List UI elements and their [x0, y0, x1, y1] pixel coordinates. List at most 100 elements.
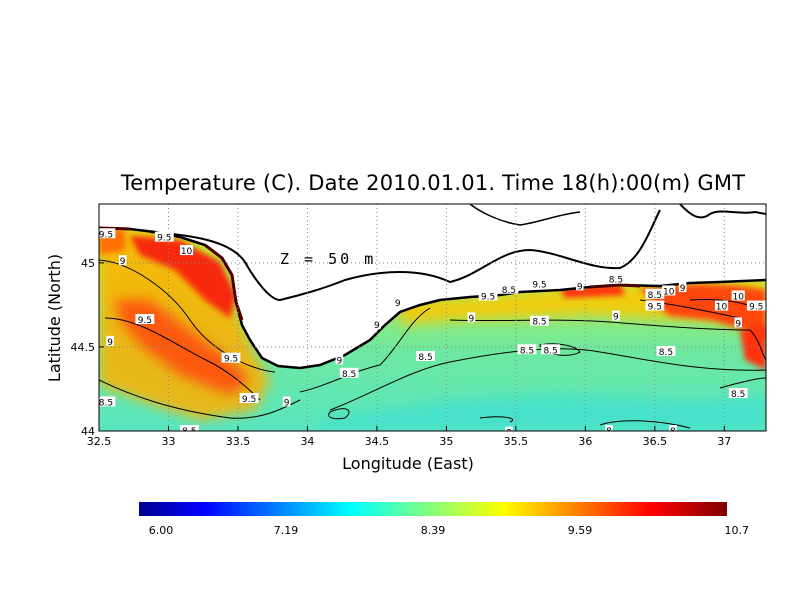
plot-frame — [98, 203, 767, 432]
y-axis-label: Latitude (North) — [45, 254, 64, 382]
contour-label-text: 9.5 — [242, 395, 256, 405]
contour-label-text: 9 — [284, 398, 290, 408]
contour-label-text: 10 — [716, 303, 728, 313]
contour-label-bg — [135, 314, 155, 325]
hot-core-northwest — [130, 236, 236, 318]
x-tick-label: 33 — [161, 435, 175, 448]
contour-9-west — [99, 259, 276, 373]
contour-label-text: 9 — [374, 321, 380, 331]
contour-label-bg — [728, 388, 748, 399]
contour-label-text: 9.5 — [157, 234, 171, 244]
x-tick-label: 35 — [439, 435, 453, 448]
contour-label-bg — [106, 335, 114, 346]
contour-label-text: 8.5 — [182, 427, 196, 437]
contour-label: 9.5 — [99, 228, 116, 240]
contour-label: 8.5 — [339, 367, 359, 380]
x-tick-label: 33.5 — [226, 435, 251, 448]
depth-label: Z = 50 m — [280, 250, 376, 268]
contour-label-bg — [467, 312, 476, 323]
contour-label-bg — [239, 393, 259, 404]
contour-label: 9 — [393, 297, 402, 309]
chart-title: Temperature (C). Date 2010.01.01. Time 1… — [120, 171, 746, 195]
contour-label: 9 — [335, 354, 344, 366]
contour-label: 8.5 — [416, 351, 435, 363]
contour-label: 9 — [282, 396, 291, 408]
contour-label-text: 8 — [506, 429, 512, 439]
contour-label-text: 9 — [107, 338, 113, 348]
contour-label: 8 — [505, 426, 513, 439]
contour-label: 10 — [714, 300, 729, 313]
contour-label-text: 10 — [663, 287, 675, 297]
contour-label-bg — [99, 396, 116, 407]
contour-label: 9 — [612, 310, 620, 323]
contour-label: 10 — [179, 245, 194, 257]
contour-8-5-west — [99, 379, 301, 419]
contour-label: 8.5 — [645, 288, 665, 301]
colorbar-tick-label: 7.19 — [274, 524, 299, 537]
contour-label-bg — [669, 425, 677, 431]
contour-label: 8.5 — [530, 315, 549, 328]
x-tick-label: 34 — [300, 435, 314, 448]
contour-9-east — [449, 319, 766, 361]
contour-label-text: 10 — [732, 292, 744, 302]
contour-label-bg — [714, 300, 729, 311]
northeast-coastline — [679, 204, 766, 219]
contour-label-bg — [612, 310, 620, 321]
x-tick-label: 34.5 — [365, 435, 390, 448]
colorbar-tick-label: 6.00 — [149, 524, 174, 537]
contour-label-bg — [517, 344, 537, 355]
x-tick-label: 36 — [578, 435, 592, 448]
contour-label: 9 — [678, 282, 687, 294]
contour-label-bg — [505, 426, 513, 431]
contour-label-bg — [416, 351, 435, 362]
contour-label: 8.5 — [606, 273, 626, 286]
contour-label-text: 9 — [395, 299, 401, 309]
contour-8-southeast — [599, 420, 691, 429]
x-tick-label: 36.5 — [643, 435, 668, 448]
contour-lines — [99, 259, 766, 429]
contour-label-text: 8 — [606, 427, 612, 437]
contour-label: 9 — [734, 317, 743, 329]
contour-label-bg — [335, 354, 344, 365]
contour-label: 10 — [731, 290, 745, 302]
x-tick-label: 35.5 — [504, 435, 529, 448]
contour-label-text: 8.5 — [520, 346, 534, 356]
contour-label-bg — [530, 278, 549, 289]
x-tick-label: 32.5 — [87, 435, 112, 448]
contour-label: 9.5 — [530, 278, 549, 291]
y-tick-label: 44 — [81, 425, 95, 438]
contour-label: 9.5 — [135, 314, 155, 326]
contour-label-text: 8 — [670, 427, 676, 437]
contour-label-text: 9 — [337, 356, 343, 366]
y-tick-label: 44.5 — [71, 341, 96, 354]
azov-coastline — [149, 209, 661, 302]
contour-label-bg — [662, 285, 676, 296]
contour-label-bg — [606, 273, 626, 284]
y-tick-label: 45 — [81, 257, 95, 270]
contour-label: 8 — [605, 425, 613, 437]
contour-label-bg — [656, 345, 676, 356]
contour-label: 8 — [669, 425, 677, 437]
contour-label-bg — [541, 344, 561, 355]
contour-label-text: 9.5 — [532, 281, 546, 291]
contour-label-bg — [478, 290, 498, 301]
contour-label-bg — [99, 228, 116, 239]
contour-label-text: 10 — [181, 247, 193, 257]
contour-label-text: 9 — [735, 319, 741, 329]
contour-label-bg — [154, 231, 174, 242]
contour-label: 9 — [106, 335, 114, 348]
contour-label: 8.5 — [728, 388, 748, 400]
colorbar-ticks: 6.00 7.19 8.39 9.59 10.7 — [149, 524, 749, 537]
contour-label: 9.5 — [645, 300, 665, 313]
contour-label: 10 — [662, 285, 676, 297]
contour-label-text: 8.5 — [543, 346, 557, 356]
contour-label-text: 9.5 — [224, 355, 238, 365]
contour-label: 8.5 — [517, 344, 537, 356]
contour-label: 9 — [467, 312, 476, 324]
contour-8-5-middle — [329, 348, 766, 411]
hot-core-southeast — [740, 325, 766, 370]
contour-label-text: 8.5 — [418, 353, 432, 363]
contour-label-bg — [645, 288, 665, 299]
